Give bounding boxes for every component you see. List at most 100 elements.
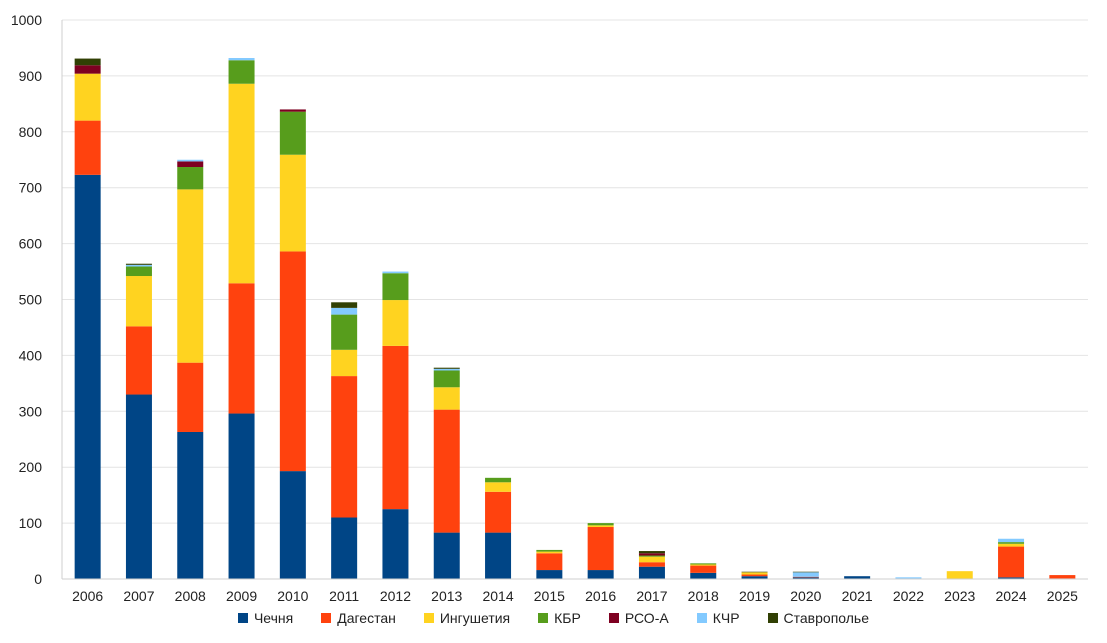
bar-segment-6-0 <box>74 58 101 66</box>
legend-label: Ингушетия <box>439 610 511 626</box>
gridlines <box>62 19 1088 580</box>
legend-swatch <box>237 613 248 623</box>
legend-item: Ингушетия <box>423 610 511 626</box>
x-tick-label: 2020 <box>790 588 821 604</box>
y-tick-label: 100 <box>19 515 43 531</box>
x-tick-label: 2021 <box>842 588 873 604</box>
bar-segment-2-12 <box>690 564 717 566</box>
bar-segment-2-18 <box>998 543 1025 547</box>
bar-segment-0-2 <box>177 431 204 579</box>
bar-segment-1-11 <box>638 562 665 567</box>
bar-segment-1-10 <box>587 527 614 571</box>
bar-segment-0-12 <box>690 572 717 579</box>
bar-segment-3-2 <box>177 167 204 190</box>
bar-segment-1-2 <box>177 362 204 432</box>
bar-segment-3-7 <box>433 370 460 388</box>
legend-item: Чечня <box>237 610 293 626</box>
bar-segment-2-9 <box>536 551 563 554</box>
bar-segment-1-18 <box>998 546 1025 578</box>
x-tick-label: 2015 <box>534 588 565 604</box>
x-tick-label: 2019 <box>739 588 770 604</box>
y-tick-label: 1000 <box>11 12 42 28</box>
bar-segment-1-13 <box>741 574 768 577</box>
x-tick-label: 2012 <box>380 588 411 604</box>
bar-segment-1-4 <box>279 251 306 472</box>
x-tick-label: 2025 <box>1047 588 1078 604</box>
bars <box>74 58 1076 579</box>
bar-segment-3-4 <box>279 111 306 155</box>
bar-segment-0-10 <box>587 570 614 579</box>
x-tick-label: 2009 <box>226 588 257 604</box>
bar-segment-3-8 <box>485 477 512 483</box>
bar-segment-6-14 <box>792 571 819 573</box>
bar-segment-5-7 <box>433 368 460 371</box>
bar-segment-6-11 <box>638 551 665 554</box>
bar-segment-0-0 <box>74 174 101 579</box>
legend-swatch <box>423 613 434 623</box>
x-tick-label: 2023 <box>944 588 975 604</box>
legend-item: РСО-А <box>608 610 669 626</box>
bar-segment-2-5 <box>331 349 358 377</box>
legend-label: КБР <box>554 610 581 626</box>
y-tick-label: 400 <box>19 347 43 363</box>
x-tick-label: 2017 <box>636 588 667 604</box>
bar-segment-0-3 <box>228 413 255 579</box>
bar-segment-5-16 <box>895 577 922 579</box>
bar-segment-0-11 <box>638 566 665 579</box>
x-tick-label: 2016 <box>585 588 616 604</box>
bar-segment-5-6 <box>382 271 409 274</box>
bar-segment-1-9 <box>536 553 563 571</box>
legend-swatch <box>696 613 707 623</box>
bar-segment-0-9 <box>536 570 563 579</box>
bar-segment-6-5 <box>331 302 358 308</box>
x-tick-label: 2018 <box>688 588 719 604</box>
bar-segment-5-14 <box>792 572 819 577</box>
bar-segment-2-10 <box>587 525 614 528</box>
bar-segment-3-18 <box>998 542 1025 544</box>
bar-segment-2-2 <box>177 189 204 363</box>
bar-segment-2-13 <box>741 572 768 575</box>
bar-segment-1-3 <box>228 283 255 414</box>
y-tick-label: 700 <box>19 180 43 196</box>
bar-segment-5-18 <box>998 538 1025 543</box>
legend-label: Ставрополье <box>783 610 870 626</box>
bar-segment-1-8 <box>485 491 512 533</box>
legend-swatch <box>321 613 332 623</box>
bar-segment-3-1 <box>125 266 152 277</box>
bar-segment-4-4 <box>279 109 306 112</box>
bar-segment-2-3 <box>228 83 255 284</box>
bar-segment-2-11 <box>638 556 665 563</box>
x-tick-label: 2014 <box>482 588 513 604</box>
bar-segment-6-7 <box>433 367 460 369</box>
bar-segment-0-7 <box>433 532 460 579</box>
axes: 0 100 200 300 400 500 600 700 800 900 1000 2006 2007… <box>11 12 1088 604</box>
bar-segment-2-0 <box>74 73 101 121</box>
bar-segment-0-8 <box>485 532 512 579</box>
bar-segment-1-12 <box>690 565 717 573</box>
bar-segment-0-1 <box>125 394 152 579</box>
bar-segment-3-10 <box>587 523 614 526</box>
bar-segment-1-5 <box>331 376 358 518</box>
bar-segment-0-15 <box>844 576 871 579</box>
bar-segment-1-6 <box>382 345 409 510</box>
bar-segment-3-5 <box>331 314 358 350</box>
bar-segment-2-6 <box>382 300 409 346</box>
legend-label: РСО-А <box>624 610 669 626</box>
bar-segment-5-2 <box>177 159 204 162</box>
y-tick-label: 500 <box>19 292 43 308</box>
x-tick-label: 2011 <box>329 588 359 604</box>
bar-segment-3-12 <box>690 563 717 565</box>
y-tick-label: 200 <box>19 459 43 475</box>
bar-segment-3-11 <box>638 555 665 557</box>
bar-segment-5-1 <box>125 264 152 267</box>
bar-segment-2-7 <box>433 387 460 410</box>
bar-segment-3-3 <box>228 60 255 84</box>
x-tick-label: 2008 <box>175 588 206 604</box>
legend: Чечня Дагестан Ингушетия КБР РСО-А КЧР Ставроп… <box>0 610 1107 626</box>
bar-segment-1-0 <box>74 120 101 175</box>
y-tick-label: 0 <box>34 571 42 587</box>
bar-segment-0-18 <box>998 577 1025 579</box>
bar-segment-4-2 <box>177 161 204 168</box>
bar-segment-4-0 <box>74 65 101 74</box>
